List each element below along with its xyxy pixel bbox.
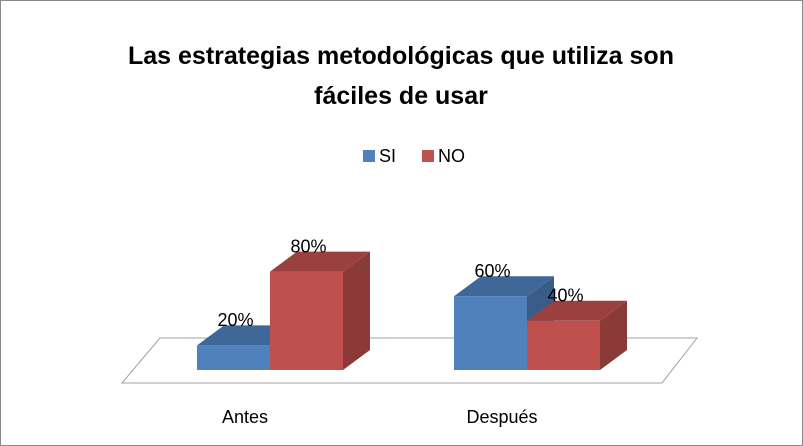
bar (270, 271, 343, 370)
chart-title: Las estrategias metodológicas que utiliz… (128, 42, 674, 110)
legend-label: NO (438, 146, 465, 166)
bar-side (600, 300, 627, 370)
bar-side (343, 251, 370, 370)
legend-swatch (422, 150, 434, 162)
bar-top (270, 251, 370, 272)
x-tick-label: Antes (222, 407, 268, 427)
data-label: 60% (474, 261, 510, 281)
legend-label: SI (379, 146, 396, 166)
data-label: 40% (547, 286, 583, 306)
bar (527, 320, 600, 370)
data-label: 80% (290, 236, 326, 256)
x-tick-label: Después (466, 407, 537, 427)
floor (120, 337, 699, 384)
bar (454, 296, 527, 370)
legend-swatch (363, 150, 375, 162)
bar-top (527, 300, 627, 321)
bar (197, 345, 270, 370)
data-label: 20% (217, 310, 253, 330)
bar-top (454, 276, 554, 297)
